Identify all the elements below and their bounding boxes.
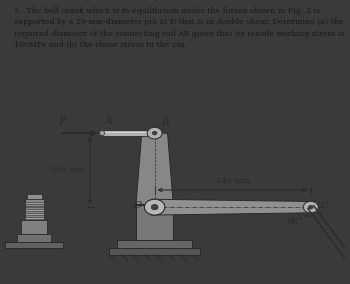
- Text: 60°: 60°: [287, 217, 303, 226]
- Bar: [21, 220, 47, 234]
- Bar: [136, 204, 173, 240]
- Circle shape: [147, 127, 162, 139]
- Bar: [117, 240, 192, 248]
- Polygon shape: [151, 199, 317, 215]
- Polygon shape: [136, 133, 173, 204]
- Ellipse shape: [99, 130, 105, 136]
- Text: B: B: [161, 118, 169, 127]
- Bar: [25, 199, 44, 220]
- Bar: [104, 131, 153, 133]
- Text: A: A: [105, 117, 113, 126]
- Circle shape: [152, 131, 157, 135]
- Bar: [25, 206, 44, 207]
- Text: 2.  The bell crank which is in equilibrium under the forces shown in Fig. 2 is
s: 2. The bell crank which is in equilibriu…: [14, 7, 344, 49]
- Circle shape: [145, 199, 165, 215]
- Bar: [25, 217, 44, 218]
- Bar: [25, 213, 44, 215]
- Bar: [17, 234, 51, 242]
- Bar: [5, 242, 63, 248]
- Text: 240 mm: 240 mm: [216, 177, 250, 185]
- Bar: [27, 195, 42, 199]
- Bar: [25, 209, 44, 211]
- Circle shape: [308, 205, 313, 209]
- Bar: [109, 248, 201, 255]
- Circle shape: [303, 201, 318, 213]
- Text: 200 mm: 200 mm: [51, 166, 85, 174]
- Bar: [25, 202, 44, 204]
- Text: P: P: [58, 117, 65, 126]
- Text: D: D: [133, 201, 141, 210]
- Text: C: C: [321, 201, 329, 210]
- Circle shape: [151, 204, 158, 210]
- Bar: [102, 130, 155, 136]
